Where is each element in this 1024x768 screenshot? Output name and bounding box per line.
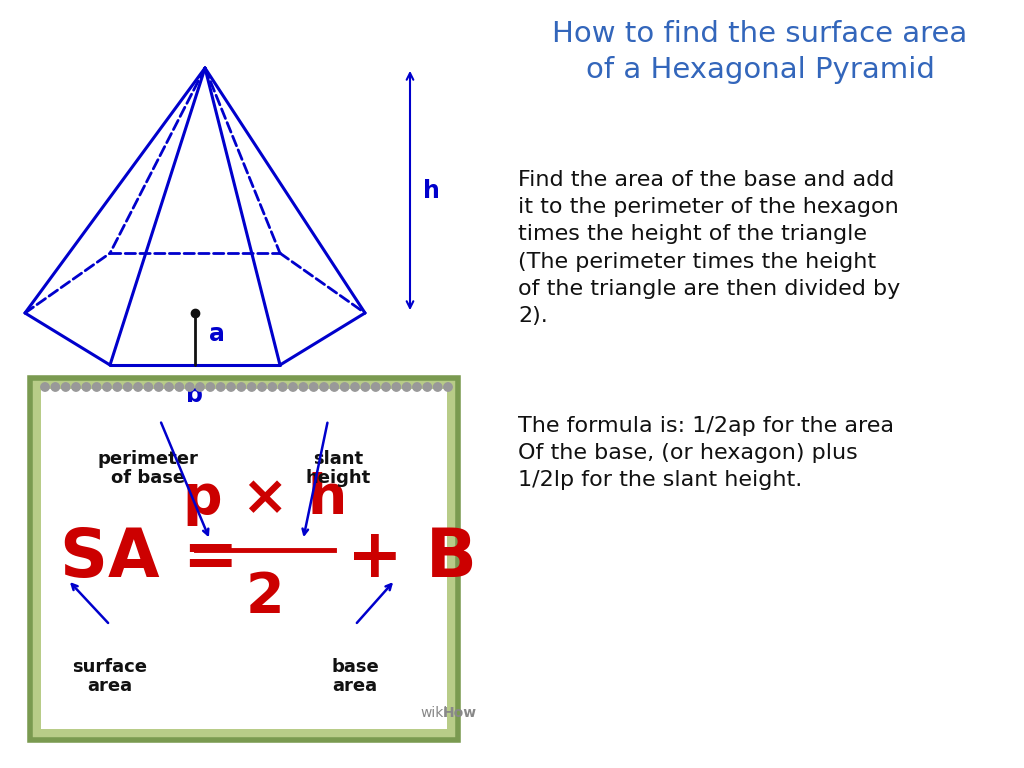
Text: b: b — [186, 383, 204, 407]
Circle shape — [279, 382, 287, 391]
Text: How: How — [443, 706, 477, 720]
Text: surface
area: surface area — [73, 658, 147, 695]
Circle shape — [196, 382, 204, 391]
Circle shape — [41, 382, 49, 391]
Text: SA =: SA = — [60, 525, 239, 591]
Circle shape — [155, 382, 163, 391]
Circle shape — [134, 382, 142, 391]
Circle shape — [351, 382, 359, 391]
Circle shape — [72, 382, 80, 391]
Text: Find the area of the base and add
it to the perimeter of the hexagon
times the h: Find the area of the base and add it to … — [518, 170, 900, 326]
Circle shape — [238, 382, 246, 391]
Circle shape — [248, 382, 256, 391]
Circle shape — [361, 382, 370, 391]
Circle shape — [289, 382, 297, 391]
Circle shape — [330, 382, 339, 391]
Bar — [41, 389, 447, 729]
Circle shape — [309, 382, 317, 391]
Circle shape — [102, 382, 112, 391]
Circle shape — [82, 382, 90, 391]
Circle shape — [372, 382, 380, 391]
Text: a: a — [209, 322, 225, 346]
Text: h: h — [423, 178, 440, 203]
Circle shape — [423, 382, 431, 391]
Circle shape — [185, 382, 194, 391]
Text: 2: 2 — [246, 570, 285, 624]
Circle shape — [268, 382, 276, 391]
Circle shape — [433, 382, 442, 391]
Circle shape — [61, 382, 70, 391]
Text: The formula is: 1/2ap for the area
Of the base, (or hexagon) plus
1/2lp for the : The formula is: 1/2ap for the area Of th… — [518, 416, 894, 491]
Circle shape — [392, 382, 400, 391]
Text: How to find the surface area
of a Hexagonal Pyramid: How to find the surface area of a Hexago… — [552, 20, 968, 84]
Circle shape — [299, 382, 307, 391]
Text: wiki: wiki — [420, 706, 447, 720]
Circle shape — [113, 382, 122, 391]
Circle shape — [413, 382, 421, 391]
Circle shape — [165, 382, 173, 391]
Bar — [30, 378, 458, 740]
Circle shape — [382, 382, 390, 391]
Circle shape — [92, 382, 101, 391]
Circle shape — [144, 382, 153, 391]
Circle shape — [216, 382, 225, 391]
Text: p × h: p × h — [183, 472, 347, 526]
Text: slant
height: slant height — [305, 450, 371, 488]
Text: base
area: base area — [331, 658, 379, 695]
Text: perimeter
of base: perimeter of base — [97, 450, 199, 488]
Text: + B: + B — [347, 525, 477, 591]
Circle shape — [340, 382, 349, 391]
Circle shape — [443, 382, 453, 391]
Circle shape — [226, 382, 236, 391]
Circle shape — [51, 382, 59, 391]
Circle shape — [175, 382, 183, 391]
Circle shape — [319, 382, 329, 391]
Circle shape — [402, 382, 411, 391]
Circle shape — [258, 382, 266, 391]
Circle shape — [124, 382, 132, 391]
Circle shape — [206, 382, 215, 391]
